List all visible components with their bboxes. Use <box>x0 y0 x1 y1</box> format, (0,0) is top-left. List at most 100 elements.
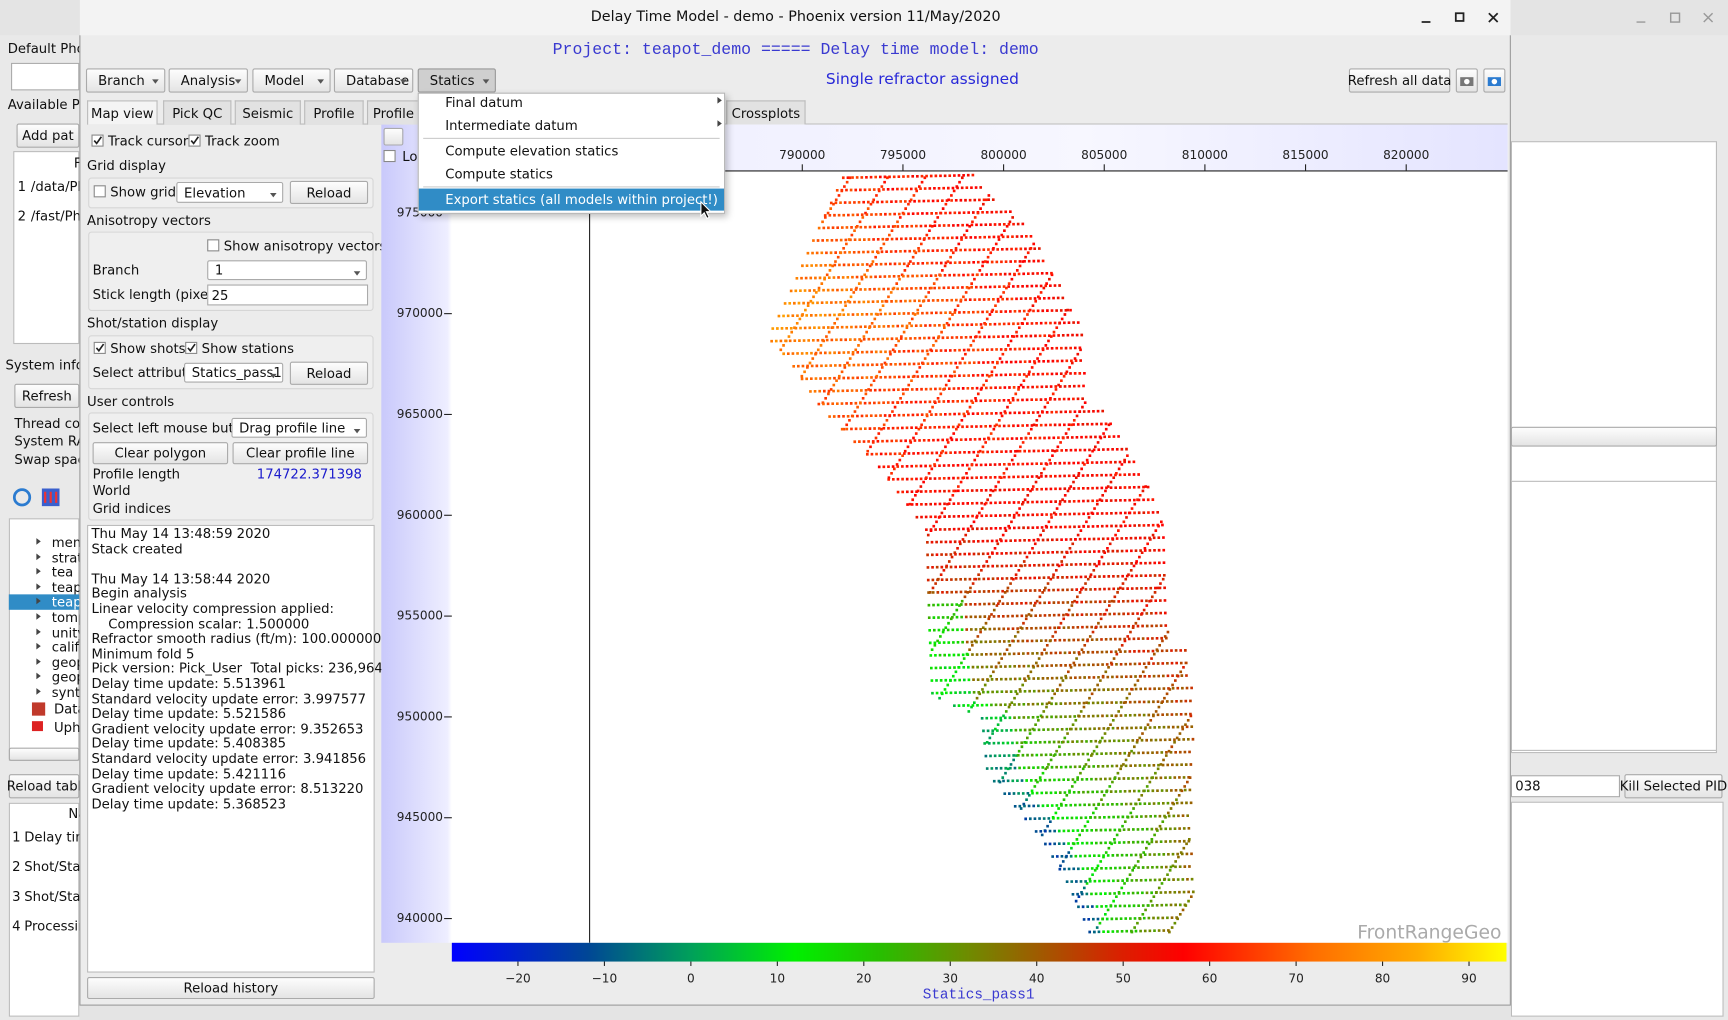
track-cursor-checkbox[interactable] <box>91 134 104 147</box>
show-anisotropy-label: Show anisotropy vectors <box>223 238 387 254</box>
log-line: Compression scalar: 1.500000 <box>91 615 310 632</box>
button[interactable]: Refresh <box>14 383 80 409</box>
camera-icon <box>1487 77 1501 87</box>
survey-points <box>979 640 1195 932</box>
window-controls[interactable] <box>1414 9 1508 27</box>
survey-points <box>987 742 991 745</box>
button[interactable]: Reload tabl <box>7 774 81 799</box>
button[interactable]: Clear profile line <box>232 442 369 465</box>
map-toolbar-button[interactable] <box>383 127 404 146</box>
button[interactable]: Kill Selected PID <box>1620 774 1727 799</box>
pid-input[interactable]: 038 <box>1510 775 1621 798</box>
menu-button[interactable]: Model <box>252 68 331 93</box>
window-title: Delay Time Model - demo - Phoenix versio… <box>590 8 1001 26</box>
tab[interactable]: Map view <box>87 100 158 125</box>
tab[interactable]: Profile <box>304 100 364 125</box>
survey-points <box>774 289 815 343</box>
tab[interactable]: Seismic <box>234 100 301 125</box>
survey-points <box>991 729 1010 771</box>
row-name: Shot/Stat <box>24 888 86 905</box>
survey-points <box>972 690 1173 933</box>
select[interactable]: Elevation <box>176 181 284 203</box>
survey-points <box>824 175 1029 471</box>
check-mark <box>190 136 200 145</box>
track-zoom-checkbox[interactable] <box>188 134 201 147</box>
window-buttons[interactable] <box>1414 9 1508 27</box>
watermark: FrontRangeGeo <box>1357 922 1501 943</box>
survey-points <box>1003 792 1084 896</box>
colorbar-tick-label: 0 <box>687 972 695 986</box>
input[interactable]: 25 <box>207 284 369 306</box>
button[interactable]: Add pat <box>16 123 80 148</box>
background-window-controls[interactable] <box>1629 9 1723 27</box>
mouse-cursor <box>700 200 713 221</box>
button[interactable]: Reload <box>289 361 369 385</box>
select[interactable]: Statics_pass1 <box>184 362 284 383</box>
status: Single refractor assigned <box>825 70 1019 89</box>
button[interactable]: Refresh all data <box>1348 68 1451 93</box>
row-index: 2 <box>12 859 21 875</box>
survey-points <box>927 591 1190 779</box>
menu-item[interactable] <box>419 92 724 114</box>
show-stations-checkbox[interactable] <box>185 341 198 354</box>
section-title: User controls <box>87 393 175 410</box>
survey-points <box>806 207 958 431</box>
expander <box>36 583 44 590</box>
label: World <box>92 482 131 499</box>
tree-item: tea <box>51 564 74 581</box>
survey-points <box>782 302 792 318</box>
menu-button[interactable]: Statics <box>417 68 496 93</box>
colorbar-tick-label: 10 <box>770 972 785 986</box>
survey-points <box>971 639 1189 934</box>
background-list-lower <box>1510 480 1717 751</box>
expander <box>36 538 44 545</box>
button[interactable]: Reload <box>289 180 369 205</box>
flag-icon <box>31 721 43 732</box>
select[interactable]: 1 <box>207 260 367 281</box>
tree-item: califo <box>51 639 88 656</box>
button[interactable]: Clear polygon <box>92 442 229 465</box>
row-name: Processin <box>24 918 87 934</box>
icon-button[interactable] <box>1483 68 1506 93</box>
menu-item[interactable] <box>419 115 724 137</box>
expander <box>36 628 44 635</box>
row-path: /data/Ph <box>30 178 86 195</box>
survey-points <box>790 251 898 380</box>
survey-points <box>784 264 873 374</box>
show-anisotropy-checkbox[interactable] <box>207 239 220 252</box>
menu-button[interactable]: Branch <box>85 68 166 93</box>
tab[interactable]: Pick QC <box>163 100 232 125</box>
map-checkbox[interactable] <box>383 149 396 163</box>
menu-item-label: Export statics (all models within projec… <box>445 191 718 208</box>
track-cursor-label: Track cursor <box>108 133 189 149</box>
show-shots-checkbox[interactable] <box>93 341 106 354</box>
expander <box>36 613 44 620</box>
show-grid-checkbox[interactable] <box>93 185 106 198</box>
survey-points <box>997 763 1099 929</box>
toolbar-icons[interactable] <box>11 486 66 508</box>
survey-points <box>782 289 836 356</box>
x-tick-label: 800000 <box>980 148 1026 162</box>
survey-points <box>971 626 1188 932</box>
menu-item[interactable] <box>418 188 725 211</box>
tab[interactable]: Crossplots <box>726 100 806 125</box>
x-tick-label: 790000 <box>779 148 825 162</box>
select[interactable]: Drag profile line <box>231 417 367 438</box>
icon-button[interactable] <box>1455 68 1478 93</box>
log-line: Thu May 14 13:58:44 2020 <box>91 570 271 587</box>
menu-button[interactable]: Analysis <box>168 68 248 93</box>
menu-separator <box>423 186 720 188</box>
log-line: Standard velocity update error: 3.997577 <box>91 690 367 707</box>
tab[interactable]: Profile <box>366 100 420 125</box>
input[interactable] <box>11 62 80 91</box>
x-tick-label: 805000 <box>1081 148 1127 162</box>
expander <box>36 568 44 575</box>
colorbar-tick-label: −20 <box>505 972 531 986</box>
icons[interactable] <box>11 486 66 508</box>
menu-item-label: Final datum <box>445 94 523 111</box>
tree-item: teap <box>51 579 82 596</box>
survey-points <box>865 174 1160 546</box>
label: Swap spac <box>14 452 85 468</box>
button[interactable]: Reload history <box>87 976 375 1000</box>
menu-button[interactable]: Database <box>333 68 414 93</box>
